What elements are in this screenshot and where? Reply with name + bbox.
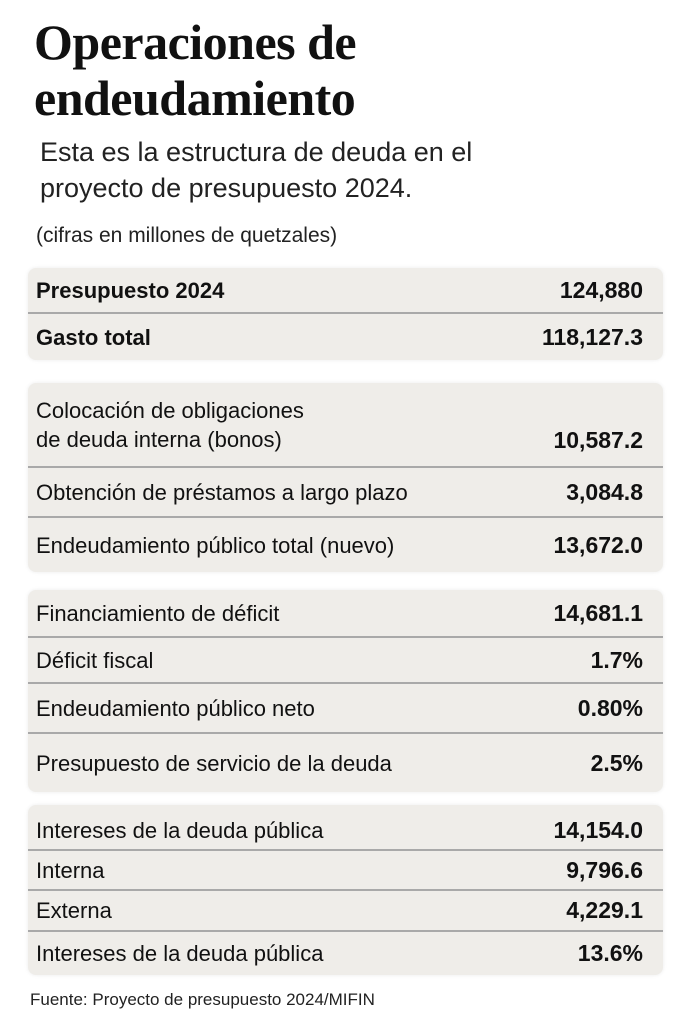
page-title: Operaciones de endeudamiento <box>34 14 357 126</box>
table-row: Endeudamiento público neto 0.80% <box>28 684 663 734</box>
title-line: endeudamiento <box>34 70 356 126</box>
table-row: Déficit fiscal 1.7% <box>28 638 663 684</box>
source-note: Fuente: Proyecto de presupuesto 2024/MIF… <box>30 990 375 1009</box>
table-row: Financiamiento de déficit 14,681.1 <box>28 590 663 638</box>
subtitle: Esta es la estructura de deuda en el proy… <box>40 137 473 203</box>
table-row: Colocación de obligaciones de deuda inter… <box>28 383 663 468</box>
table-row: Intereses de la deuda pública 13.6% <box>36 940 643 966</box>
table-row: Obtención de préstamos a largo plazo 3,08… <box>28 468 663 518</box>
table-row: Presupuesto de servicio de la deuda 2.5% <box>36 749 643 776</box>
panel-deficit: Financiamiento de déficit 14,681.1 Défici… <box>28 590 663 792</box>
table-row: Interna 9,796.6 <box>28 851 663 891</box>
panel-new-debt: Colocación de obligaciones de deuda inter… <box>28 383 663 572</box>
table-row: Endeudamiento público total (nuevo) 13,67… <box>36 531 643 558</box>
table-row: Presupuesto 2024 124,880 <box>28 268 663 314</box>
panel-interest: Intereses de la deuda pública 14,154.0 In… <box>28 805 663 975</box>
table-row: Externa 4,229.1 <box>28 891 663 932</box>
table-row: Intereses de la deuda pública 14,154.0 <box>28 805 663 851</box>
table-row: Gasto total 118,127.3 <box>36 323 643 350</box>
panel-budget: Presupuesto 2024 124,880 Gasto total 118,1… <box>28 268 663 360</box>
title-line: Operaciones de <box>34 14 357 70</box>
units-note: (cifras en millones de quetzales) <box>36 224 338 247</box>
